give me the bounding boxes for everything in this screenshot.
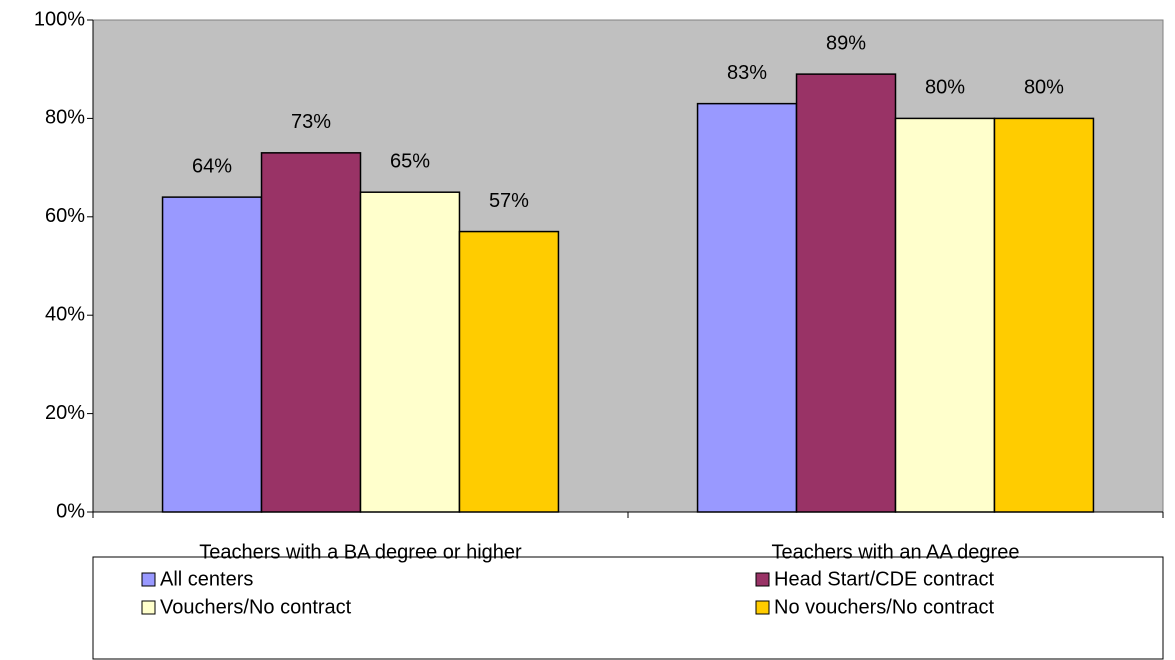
- legend-swatch: [141, 600, 156, 615]
- data-label: 73%: [291, 111, 331, 133]
- y-tick-label: 20%: [45, 402, 85, 424]
- data-label: 57%: [489, 190, 529, 212]
- y-tick-label: 100%: [34, 8, 85, 30]
- legend-label: No vouchers/No contract: [774, 596, 995, 618]
- bar: [795, 73, 897, 513]
- legend-box: [92, 556, 1164, 660]
- bar: [260, 152, 362, 513]
- bar: [458, 230, 560, 513]
- data-label: 80%: [1024, 77, 1064, 99]
- data-label: 83%: [727, 62, 767, 84]
- bar: [894, 117, 996, 513]
- legend-label: Head Start/CDE contract: [774, 568, 995, 590]
- y-tick-label: 60%: [45, 205, 85, 227]
- legend-swatch: [141, 572, 156, 587]
- bar: [993, 117, 1095, 513]
- bar: [161, 196, 263, 513]
- legend-label: Vouchers/No contract: [160, 596, 352, 618]
- y-tick-label: 0%: [56, 500, 85, 522]
- x-tick-label: Teachers with a BA degree or higher: [199, 541, 522, 563]
- bar: [696, 102, 798, 513]
- legend-label: All centers: [160, 568, 253, 590]
- y-tick-label: 40%: [45, 303, 85, 325]
- y-tick-label: 80%: [45, 107, 85, 129]
- bar: [359, 191, 461, 513]
- data-label: 64%: [192, 155, 232, 177]
- x-tick-label: Teachers with an AA degree: [772, 541, 1020, 563]
- data-label: 80%: [925, 77, 965, 99]
- data-label: 65%: [390, 150, 430, 172]
- data-label: 89%: [826, 32, 866, 54]
- legend-swatch: [755, 600, 770, 615]
- legend-swatch: [755, 572, 770, 587]
